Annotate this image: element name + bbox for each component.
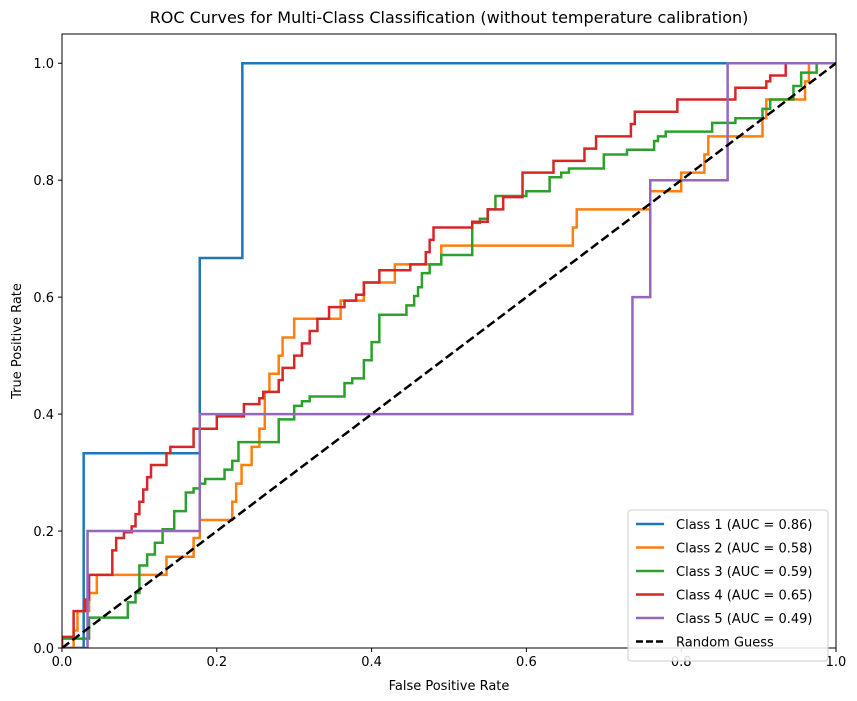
x-tick-label: 0.4 bbox=[361, 655, 382, 670]
y-tick-label: 1.0 bbox=[33, 57, 54, 72]
legend-box bbox=[627, 509, 829, 662]
y-axis-label: True Positive Rate bbox=[10, 283, 25, 400]
chart-title: ROC Curves for Multi-Class Classificatio… bbox=[150, 8, 749, 27]
x-axis-ticks: 0.0 0.2 0.4 0.6 0.8 1.0 bbox=[52, 648, 847, 670]
y-tick-label: 0.4 bbox=[33, 408, 54, 423]
legend-entry: Class 1 (AUC = 0.86) bbox=[676, 518, 812, 533]
legend-entry: Class 2 (AUC = 0.58) bbox=[676, 542, 812, 557]
plot-area bbox=[61, 33, 837, 649]
x-tick-label: 0.0 bbox=[52, 655, 73, 670]
legend: Class 1 (AUC = 0.86) Class 2 (AUC = 0.58)… bbox=[627, 509, 829, 662]
y-tick-label: 0.2 bbox=[33, 525, 54, 540]
series-line-class-4 bbox=[62, 61, 836, 648]
legend-entry: Random Guess bbox=[676, 636, 774, 651]
x-axis-label: False Positive Rate bbox=[389, 679, 510, 694]
series-line-class-5 bbox=[62, 61, 836, 648]
series-line-class-2 bbox=[62, 61, 836, 648]
x-tick-label: 0.6 bbox=[516, 655, 537, 670]
legend-entry: Class 5 (AUC = 0.49) bbox=[676, 612, 812, 627]
y-tick-label: 0.6 bbox=[33, 291, 54, 306]
y-axis-ticks: 0.0 0.2 0.4 0.6 0.8 1.0 bbox=[33, 57, 62, 657]
series-line-class-3 bbox=[62, 61, 836, 648]
plot-frame bbox=[61, 33, 837, 649]
x-tick-label: 1.0 bbox=[826, 655, 847, 670]
series-line-class-1 bbox=[62, 61, 836, 648]
legend-entry: Class 3 (AUC = 0.59) bbox=[676, 565, 812, 580]
x-tick-label: 0.2 bbox=[206, 655, 227, 670]
random-guess-line bbox=[62, 62, 836, 648]
legend-entry: Class 4 (AUC = 0.65) bbox=[676, 589, 812, 604]
y-tick-label: 0.0 bbox=[33, 642, 54, 657]
y-tick-label: 0.8 bbox=[33, 174, 54, 189]
